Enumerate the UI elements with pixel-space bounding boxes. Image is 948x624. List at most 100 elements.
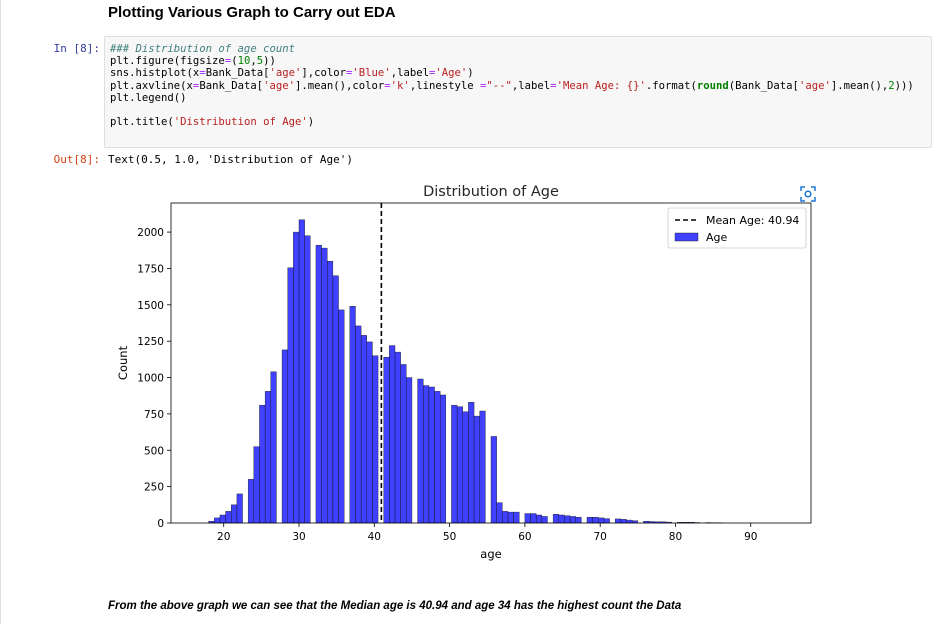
markdown-observation: From the above graph we can see that the… bbox=[108, 600, 682, 612]
histogram-bar bbox=[462, 411, 469, 524]
histogram-bar bbox=[389, 345, 396, 524]
x-axis-label: age bbox=[480, 547, 501, 561]
histogram-bar bbox=[298, 219, 305, 524]
histogram-bar bbox=[281, 349, 288, 524]
histogram-bar bbox=[456, 406, 463, 524]
histogram-bar bbox=[247, 479, 255, 524]
histogram-bar bbox=[564, 515, 571, 524]
code-line: plt.legend() bbox=[110, 91, 187, 104]
markdown-heading: Plotting Various Graph to Carry out EDA bbox=[108, 4, 396, 21]
histogram-bar bbox=[502, 511, 509, 524]
histogram-bar bbox=[603, 518, 610, 524]
x-tick-label: 70 bbox=[593, 531, 606, 543]
histogram-bar bbox=[259, 404, 266, 524]
code-line: sns.histplot(x=Bank_Data['age'],color='B… bbox=[110, 67, 474, 80]
histogram-bar bbox=[417, 378, 424, 524]
histogram-bar bbox=[530, 513, 537, 524]
code-line: plt.figure(figsize=(10,5)) bbox=[110, 55, 276, 68]
histogram-bar bbox=[592, 516, 599, 524]
histogram-bar bbox=[293, 231, 300, 524]
age-distribution-figure: 20 30 40 50 60 70 80 90 0 250 500 750 1000 1250 1500 1… bbox=[108, 178, 828, 568]
legend-mean-label: Mean Age: 40.94 bbox=[706, 214, 799, 227]
histogram-bar bbox=[507, 511, 514, 524]
y-tick-label: 1000 bbox=[137, 373, 164, 385]
y-tick-label: 500 bbox=[144, 445, 164, 457]
histogram-bar bbox=[434, 391, 441, 524]
histogram-bar bbox=[423, 385, 430, 524]
histogram-bar bbox=[552, 514, 559, 524]
legend-age-label: Age bbox=[706, 231, 728, 244]
x-tick-label: 80 bbox=[669, 531, 682, 543]
histogram-bar bbox=[541, 516, 548, 524]
histogram-bar bbox=[360, 335, 367, 524]
y-tick-label: 0 bbox=[157, 518, 164, 530]
histogram-bar bbox=[496, 502, 503, 524]
histogram-bar bbox=[598, 517, 605, 524]
histogram-bar bbox=[473, 415, 480, 524]
histogram-bar bbox=[439, 394, 447, 524]
x-tick-label: 40 bbox=[368, 531, 381, 543]
histogram-bar bbox=[626, 519, 633, 524]
histogram-bar bbox=[468, 402, 475, 524]
x-tick-label: 90 bbox=[744, 531, 757, 543]
code-cell-editor[interactable]: ### Distribution of age count plt.figure(… bbox=[104, 36, 932, 148]
histogram-bar bbox=[332, 275, 339, 524]
histogram-bar bbox=[535, 514, 543, 524]
histogram-bar bbox=[219, 514, 226, 524]
axes-frame bbox=[170, 202, 812, 524]
y-tick-label: 1750 bbox=[137, 263, 164, 275]
histogram-bar bbox=[270, 371, 277, 524]
histogram-bar bbox=[586, 516, 593, 524]
histogram-bar bbox=[287, 267, 294, 524]
histogram-bar bbox=[225, 511, 232, 524]
code-line: plt.title('Distribution of Age') bbox=[110, 116, 315, 129]
legend: Mean Age: 40.94 Age bbox=[667, 207, 807, 249]
histogram-bar bbox=[394, 351, 401, 524]
output-text: Text(0.5, 1.0, 'Distribution of Age') bbox=[108, 153, 354, 166]
histogram-bar bbox=[524, 513, 531, 524]
code-line bbox=[110, 104, 926, 116]
histogram-bar bbox=[304, 235, 311, 524]
histogram-bar bbox=[321, 247, 328, 524]
histogram-bar bbox=[400, 364, 407, 524]
chart-title: Distribution of Age bbox=[423, 184, 559, 200]
histogram-bar bbox=[513, 511, 520, 524]
y-tick-label: 2000 bbox=[137, 227, 164, 239]
histogram-bar bbox=[253, 446, 260, 524]
y-axis-label: Count bbox=[116, 345, 130, 380]
histogram-bar bbox=[620, 519, 627, 524]
histogram-bar bbox=[615, 518, 622, 524]
histogram-bar bbox=[372, 355, 379, 524]
histogram-bar bbox=[236, 493, 243, 524]
y-tick-label: 1250 bbox=[137, 336, 164, 348]
histogram-bar bbox=[575, 516, 582, 524]
x-tick-label: 30 bbox=[292, 531, 305, 543]
x-tick-label: 60 bbox=[518, 531, 531, 543]
code-line: plt.axvline(x=Bank_Data['age'].mean(),co… bbox=[110, 79, 914, 92]
histogram-bar bbox=[231, 504, 238, 524]
histogram-bar bbox=[451, 404, 458, 524]
histogram-bar bbox=[214, 517, 221, 524]
histogram-bar bbox=[569, 516, 576, 524]
input-prompt: In [8]: bbox=[53, 42, 100, 55]
histogram-bar bbox=[428, 386, 435, 524]
legend-age-swatch bbox=[674, 232, 699, 242]
histogram-bar bbox=[327, 260, 334, 524]
y-tick-label: 750 bbox=[144, 409, 164, 421]
histogram-chart: 20 30 40 50 60 70 80 90 0 250 500 750 1000 1250 1500 1… bbox=[116, 184, 812, 561]
x-tick-label: 50 bbox=[443, 531, 456, 543]
histogram-bar bbox=[264, 391, 271, 524]
histogram-bar bbox=[338, 309, 345, 524]
legend-box bbox=[667, 207, 807, 249]
histogram-bar bbox=[366, 341, 373, 524]
y-tick-label: 1500 bbox=[137, 300, 164, 312]
y-tick-label: 250 bbox=[144, 482, 164, 494]
histogram-bar bbox=[355, 325, 362, 524]
expand-image-icon[interactable] bbox=[798, 184, 818, 204]
histogram-bar bbox=[490, 436, 497, 524]
histogram-bar bbox=[479, 410, 486, 524]
histogram-bar bbox=[558, 514, 565, 524]
histogram-bar bbox=[383, 356, 390, 524]
notebook-left-border bbox=[0, 0, 1, 624]
histogram-bar bbox=[315, 244, 322, 524]
